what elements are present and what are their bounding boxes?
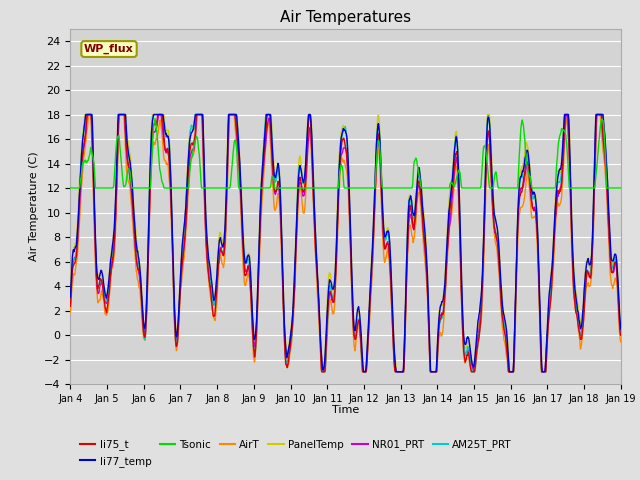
Text: WP_flux: WP_flux — [84, 44, 134, 54]
Legend: li75_t, li77_temp, Tsonic, AirT, PanelTemp, NR01_PRT, AM25T_PRT: li75_t, li77_temp, Tsonic, AirT, PanelTe… — [76, 435, 516, 471]
X-axis label: Time: Time — [332, 405, 359, 415]
Title: Air Temperatures: Air Temperatures — [280, 10, 411, 25]
Y-axis label: Air Temperature (C): Air Temperature (C) — [29, 152, 38, 261]
